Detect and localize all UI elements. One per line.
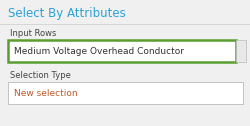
Text: New selection: New selection	[14, 88, 77, 98]
FancyBboxPatch shape	[8, 40, 235, 62]
Text: Select By Attributes: Select By Attributes	[8, 8, 125, 21]
Text: Selection Type: Selection Type	[10, 71, 70, 80]
Text: Input Rows: Input Rows	[10, 28, 56, 38]
FancyBboxPatch shape	[235, 40, 245, 62]
Text: Medium Voltage Overhead Conductor: Medium Voltage Overhead Conductor	[14, 46, 183, 55]
FancyBboxPatch shape	[8, 82, 242, 104]
